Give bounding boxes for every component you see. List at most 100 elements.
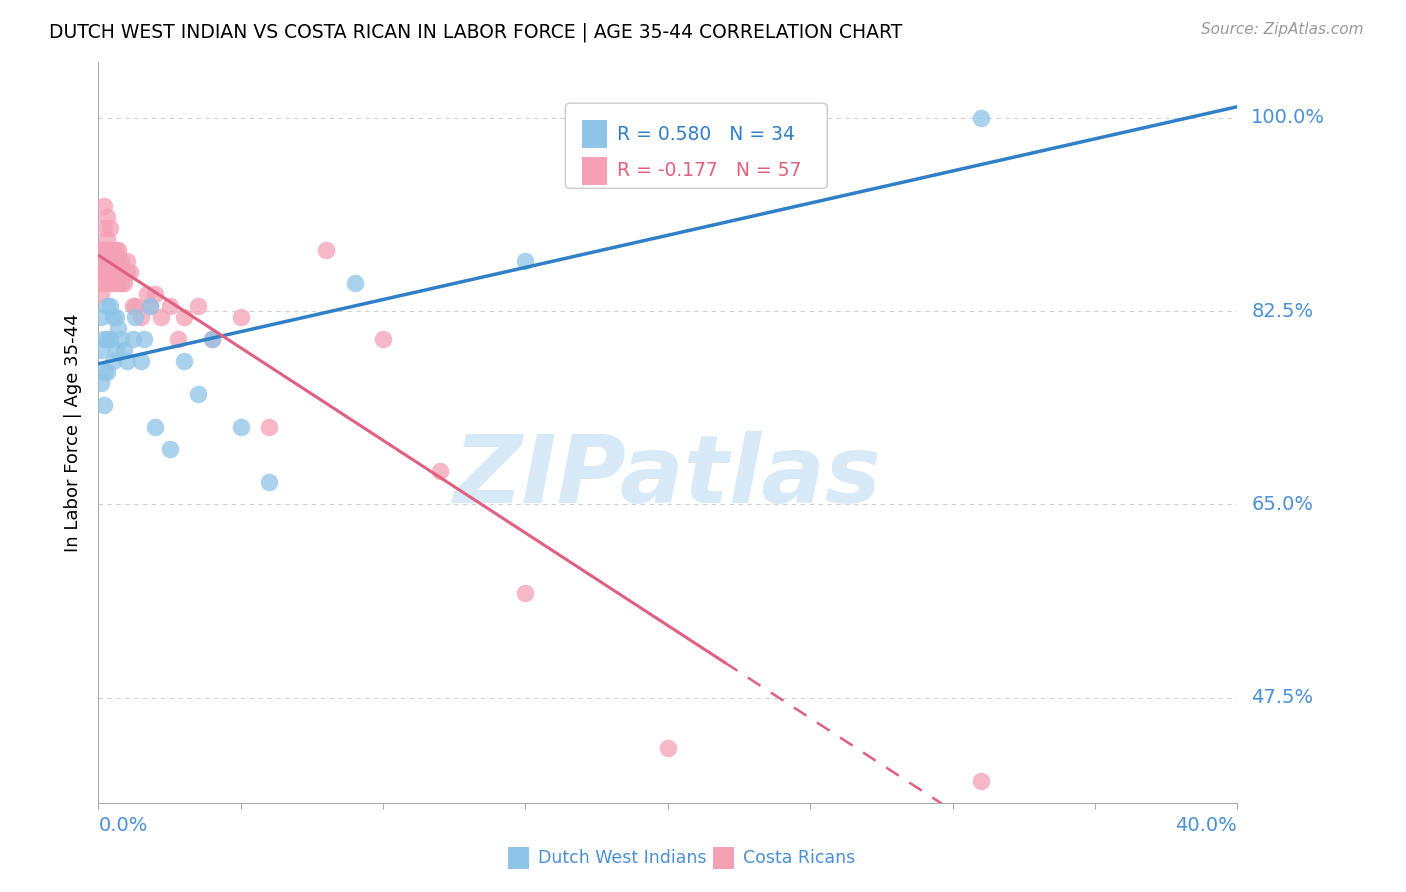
Point	[138, 299, 160, 313]
Point	[159, 299, 181, 313]
Point	[159, 442, 181, 457]
Point	[93, 398, 115, 412]
Point	[107, 277, 129, 291]
Point	[101, 244, 124, 258]
Point	[104, 244, 127, 258]
Point	[101, 254, 124, 268]
Point	[93, 199, 115, 213]
Point	[96, 265, 118, 279]
Point	[107, 254, 129, 268]
Point	[101, 277, 124, 291]
Point	[657, 740, 679, 755]
Point	[201, 332, 224, 346]
Point	[429, 464, 451, 478]
Point	[98, 299, 121, 313]
Text: 100.0%: 100.0%	[1251, 108, 1326, 128]
Point	[515, 254, 537, 268]
Bar	[582, 120, 607, 148]
Point	[121, 332, 143, 346]
Point	[121, 299, 143, 313]
Point	[98, 265, 121, 279]
Point	[129, 353, 152, 368]
Point	[167, 332, 190, 346]
Point	[107, 244, 129, 258]
Y-axis label: In Labor Force | Age 35-44: In Labor Force | Age 35-44	[63, 313, 82, 552]
Point	[970, 773, 993, 788]
Point	[90, 244, 112, 258]
Point	[98, 332, 121, 346]
Point	[90, 376, 112, 390]
Text: Source: ZipAtlas.com: Source: ZipAtlas.com	[1201, 22, 1364, 37]
Point	[115, 254, 138, 268]
Point	[90, 310, 112, 324]
Point	[110, 332, 132, 346]
Point	[90, 343, 112, 357]
Point	[90, 265, 112, 279]
Point	[93, 244, 115, 258]
Text: 65.0%: 65.0%	[1251, 495, 1313, 514]
Point	[229, 420, 252, 434]
Bar	[713, 847, 734, 870]
Point	[124, 299, 146, 313]
Point	[173, 310, 195, 324]
Point	[145, 287, 167, 301]
Point	[104, 254, 127, 268]
Point	[515, 586, 537, 600]
Point	[96, 254, 118, 268]
Point	[90, 277, 112, 291]
Text: R = 0.580   N = 34: R = 0.580 N = 34	[617, 125, 794, 144]
Text: 40.0%: 40.0%	[1175, 816, 1237, 835]
Point	[96, 365, 118, 379]
Point	[101, 265, 124, 279]
Text: 0.0%: 0.0%	[98, 816, 148, 835]
Point	[104, 310, 127, 324]
Point	[135, 287, 157, 301]
Point	[150, 310, 173, 324]
Point	[96, 244, 118, 258]
Point	[93, 254, 115, 268]
Point	[343, 277, 366, 291]
Point	[98, 221, 121, 235]
Point	[112, 277, 135, 291]
Point	[101, 310, 124, 324]
Bar	[582, 156, 607, 185]
Point	[259, 475, 281, 490]
Point	[315, 244, 337, 258]
Point	[229, 310, 252, 324]
Point	[104, 343, 127, 357]
Point	[129, 310, 152, 324]
Point	[138, 299, 160, 313]
Point	[101, 353, 124, 368]
Point	[110, 254, 132, 268]
Point	[93, 365, 115, 379]
Point	[112, 343, 135, 357]
Point	[98, 244, 121, 258]
Point	[93, 265, 115, 279]
Point	[124, 310, 146, 324]
Point	[132, 332, 155, 346]
Point	[93, 221, 115, 235]
Point	[104, 265, 127, 279]
Point	[98, 277, 121, 291]
Point	[96, 332, 118, 346]
Text: Costa Ricans: Costa Ricans	[742, 849, 855, 867]
Text: R = -0.177   N = 57: R = -0.177 N = 57	[617, 161, 801, 180]
Point	[115, 353, 138, 368]
Text: 47.5%: 47.5%	[1251, 689, 1313, 707]
Point	[110, 277, 132, 291]
Point	[93, 332, 115, 346]
Point	[90, 254, 112, 268]
Point	[259, 420, 281, 434]
Point	[107, 320, 129, 334]
Text: Dutch West Indians: Dutch West Indians	[538, 849, 707, 867]
Point	[201, 332, 224, 346]
Point	[970, 111, 993, 125]
Point	[373, 332, 395, 346]
Point	[96, 299, 118, 313]
Point	[187, 299, 209, 313]
FancyBboxPatch shape	[565, 103, 827, 188]
Point	[90, 287, 112, 301]
Point	[98, 254, 121, 268]
Point	[118, 265, 141, 279]
Point	[187, 387, 209, 401]
